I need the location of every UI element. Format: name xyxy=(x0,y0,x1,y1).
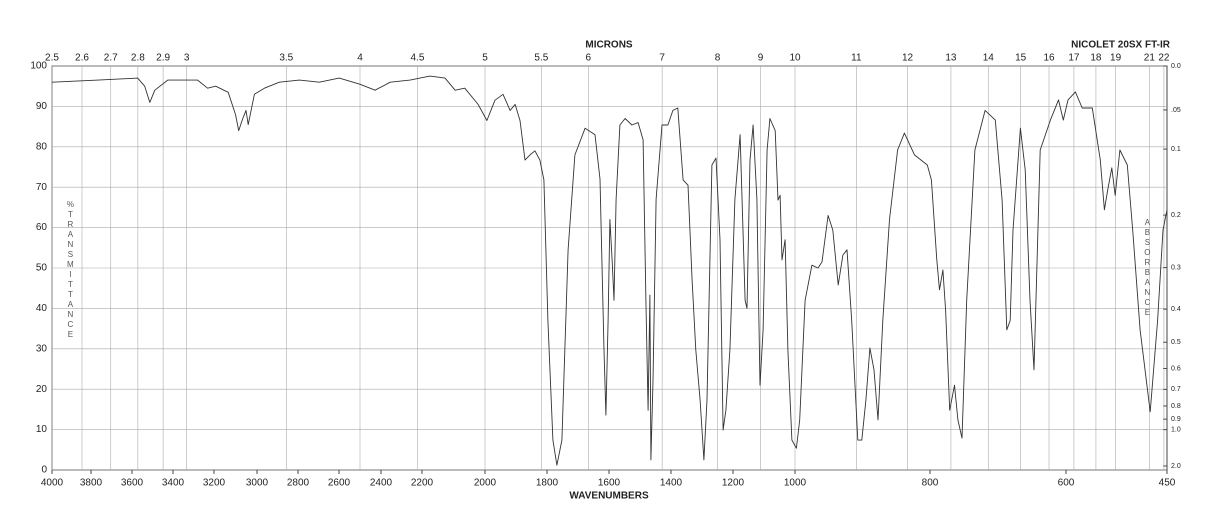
x-tick-label: 450 xyxy=(1159,478,1176,489)
x2-tick-label: 19 xyxy=(1110,53,1122,64)
x-axis-title: WAVENUMBERS xyxy=(569,491,649,502)
x-tick-label: 800 xyxy=(922,478,939,489)
y2-tick-label: 0.3 xyxy=(1171,264,1181,271)
x2-tick-label: 12 xyxy=(902,53,914,64)
x2-tick-label: 16 xyxy=(1043,53,1055,64)
y2-tick-label: 0.6 xyxy=(1171,365,1181,372)
y-axis-title: %TRANSMITTANCE xyxy=(66,200,75,340)
x2-tick-label: 21 xyxy=(1144,53,1156,64)
x-tick-label: 2000 xyxy=(474,478,497,489)
y-tick-label: 20 xyxy=(36,384,48,395)
y-tick-label: 70 xyxy=(36,182,48,193)
x-tick-label: 600 xyxy=(1058,478,1075,489)
x2-tick-label: 10 xyxy=(789,53,801,64)
y-tick-label: 10 xyxy=(36,424,48,435)
x-tick-label: 3000 xyxy=(246,478,269,489)
x-tick-label: 3600 xyxy=(121,478,144,489)
y-tick-label: 30 xyxy=(36,343,48,354)
x2-tick-label: 2.9 xyxy=(156,53,170,64)
x-tick-label: 3800 xyxy=(80,478,103,489)
y2-tick-label: 0.4 xyxy=(1171,306,1181,313)
x2-tick-label: 2.7 xyxy=(104,53,118,64)
x-tick-label: 1800 xyxy=(536,478,559,489)
x2-tick-label: 5 xyxy=(482,53,488,64)
x2-tick-label: 5.5 xyxy=(534,53,548,64)
x2-tick-label: 4 xyxy=(357,53,363,64)
y2-tick-label: 0.8 xyxy=(1171,403,1181,410)
y2-axis-title: ABSORBANCE xyxy=(1143,218,1152,318)
y2-tick-label: 0.1 xyxy=(1171,146,1181,153)
x2-tick-label: 11 xyxy=(851,53,862,64)
y-tick-label: 0 xyxy=(41,465,47,476)
x2-tick-label: 14 xyxy=(983,53,995,64)
x-tick-label: 1000 xyxy=(784,478,807,489)
y2-tick-label: 0.5 xyxy=(1171,339,1181,346)
y-tick-label: 100 xyxy=(30,61,47,72)
x-tick-label: 1600 xyxy=(598,478,621,489)
spectrum-line xyxy=(51,75,1168,466)
x-tick-label: 4000 xyxy=(41,478,64,489)
x2-tick-label: 18 xyxy=(1090,53,1102,64)
x-tick-label: 3200 xyxy=(203,478,226,489)
x-tick-label: 2800 xyxy=(287,478,310,489)
y2-tick-label: 2.0 xyxy=(1171,463,1181,470)
x2-tick-label: 3 xyxy=(184,53,190,64)
x2-tick-label: 8 xyxy=(715,53,721,64)
x-tick-label: 3400 xyxy=(162,478,185,489)
x2-tick-label: 15 xyxy=(1015,53,1027,64)
y-tick-label: 60 xyxy=(36,222,48,233)
y2-tick-label: 0.2 xyxy=(1171,212,1181,219)
x2-tick-label: 22 xyxy=(1158,53,1170,64)
x-tick-label: 1400 xyxy=(660,478,683,489)
x-tick-label: 2200 xyxy=(411,478,434,489)
x2-tick-label: 13 xyxy=(945,53,957,64)
y2-tick-label: 0.9 xyxy=(1171,416,1181,423)
x-tick-label: 2600 xyxy=(328,478,351,489)
chart-title: NICOLET 20SX FT-IR xyxy=(1071,40,1171,51)
x2-tick-label: 2.6 xyxy=(75,53,89,64)
y-tick-label: 50 xyxy=(36,263,48,274)
x-tick-label: 1200 xyxy=(722,478,745,489)
y2-tick-label: 1.0 xyxy=(1171,426,1181,433)
x2-tick-label: 6 xyxy=(586,53,592,64)
y2-tick-label: 0.0 xyxy=(1171,63,1181,70)
y-tick-label: 90 xyxy=(36,101,48,112)
x2-tick-label: 2.5 xyxy=(45,53,59,64)
x-tick-label: 2400 xyxy=(370,478,393,489)
y-tick-label: 40 xyxy=(36,303,48,314)
x2-tick-label: 3.5 xyxy=(279,53,293,64)
x2-tick-label: 2.8 xyxy=(131,53,145,64)
y-tick-label: 80 xyxy=(36,141,48,152)
x2-tick-label: 17 xyxy=(1068,53,1080,64)
x2-tick-label: 7 xyxy=(659,53,665,64)
y2-tick-label: .05 xyxy=(1171,107,1181,114)
x2-tick-label: 9 xyxy=(758,53,764,64)
x2-tick-label: 4.5 xyxy=(410,53,424,64)
x2-axis-title: MICRONS xyxy=(585,40,633,51)
y2-tick-label: 0.7 xyxy=(1171,386,1181,393)
